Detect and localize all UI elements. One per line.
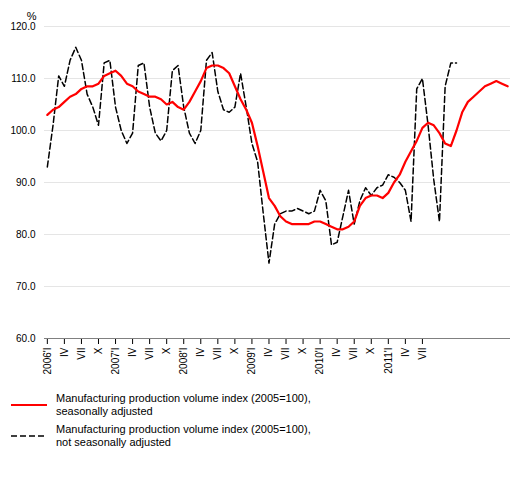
svg-text:X: X [365, 347, 376, 354]
svg-text:2007'I: 2007'I [110, 348, 121, 375]
svg-text:100.0: 100.0 [10, 125, 35, 136]
svg-text:IV: IV [400, 347, 411, 357]
svg-text:IV: IV [195, 347, 206, 357]
svg-text:IV: IV [331, 347, 342, 357]
html-text:Manufacturing production volum: Manufacturing production volume index (2… [56, 423, 311, 448]
svg-text:VII: VII [144, 348, 155, 360]
svg-text:2011'I: 2011'I [383, 348, 394, 374]
svg-text:IV: IV [263, 347, 274, 357]
svg-text:X: X [93, 347, 104, 354]
svg-text:110.0: 110.0 [11, 73, 36, 84]
svg-text:2006'I: 2006'I [42, 348, 53, 375]
svg-text:%: % [27, 10, 37, 22]
svg-text:70.0: 70.0 [16, 281, 36, 292]
svg-text:VII: VII [348, 348, 359, 360]
svg-text:2010'I: 2010'I [314, 348, 325, 375]
svg-text:X: X [229, 347, 240, 354]
svg-text:IV: IV [127, 347, 138, 357]
svg-text:X: X [297, 347, 308, 354]
svg-text:VII: VII [212, 348, 223, 360]
svg-text:80.0: 80.0 [16, 229, 36, 240]
svg-text:90.0: 90.0 [16, 177, 36, 188]
svg-text:60.0: 60.0 [16, 333, 36, 344]
svg-text:120.0: 120.0 [10, 21, 35, 32]
svg-text:VII: VII [76, 348, 87, 360]
svg-text:2008'I: 2008'I [178, 348, 189, 375]
svg-text:X: X [161, 347, 172, 354]
svg-text:VII: VII [280, 348, 291, 360]
svg-text:2009'I: 2009'I [246, 348, 257, 375]
svg-text:IV: IV [59, 347, 70, 357]
svg-text:VII: VII [417, 348, 428, 360]
html-text:Manufacturing production volum: Manufacturing production volume index (2… [56, 392, 311, 417]
